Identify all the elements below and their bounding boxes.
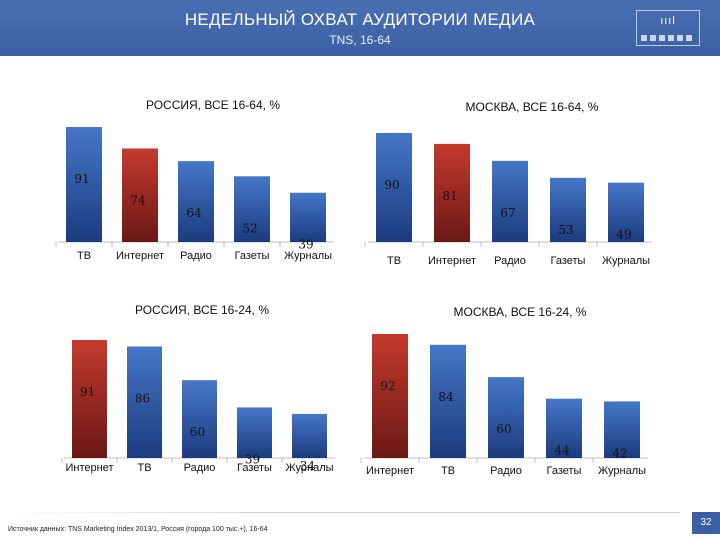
data-label: 84 [438, 390, 454, 404]
data-label: 39 [298, 238, 313, 252]
bar [237, 407, 272, 458]
data-label: 42 [612, 446, 627, 460]
bar [66, 127, 102, 242]
data-label: 53 [558, 223, 573, 237]
bar [492, 160, 528, 242]
bar [434, 143, 470, 242]
page-number: 32 [692, 512, 720, 534]
data-label: 91 [74, 172, 89, 186]
bar [376, 133, 412, 242]
tick-label: Радио [180, 250, 212, 262]
tick-label: Газеты [551, 255, 586, 267]
data-label: 34 [300, 459, 316, 473]
bar [550, 177, 586, 242]
charts-area: РОССИЯ, ВСЕ 16-64, % 91 ТВ 74 Интернет 64 Ради… [55, 98, 652, 477]
data-label: 60 [190, 425, 205, 439]
tick-label: ТВ [77, 250, 91, 262]
chart-title: РОССИЯ, ВСЕ 16-24, % [135, 303, 269, 317]
data-label: 52 [242, 221, 257, 235]
tick-label: ТВ [137, 462, 151, 474]
bar [372, 334, 408, 458]
logo-mark: ıııl [660, 15, 676, 27]
data-label: 39 [245, 452, 260, 466]
tick-label: Журналы [598, 465, 646, 477]
tick-label: Интернет [428, 255, 476, 267]
chart-title: МОСКВА, ВСЕ 16-64, % [466, 100, 599, 114]
data-label: 92 [380, 379, 395, 393]
data-label: 64 [186, 206, 202, 220]
tick-label: Журналы [285, 462, 333, 474]
data-label: 44 [554, 444, 570, 458]
bar [488, 377, 524, 458]
bar [430, 344, 466, 458]
logo-stripes [641, 35, 695, 41]
bar [292, 413, 327, 458]
tick-label: Газеты [235, 250, 270, 262]
tick-label: Газеты [237, 462, 272, 474]
tick-label: Радио [494, 255, 526, 267]
bar [122, 148, 158, 242]
bar [290, 192, 326, 242]
data-label: 74 [130, 193, 146, 207]
bar [72, 340, 107, 458]
tick-label: Интернет [116, 250, 164, 262]
tick-label: Журналы [284, 250, 332, 262]
data-label: 90 [384, 178, 399, 192]
header: НЕДЕЛЬНЫЙ ОХВАТ АУДИТОРИИ МЕДИА TNS, 16-… [0, 0, 720, 56]
tick-label: Интернет [366, 465, 414, 477]
data-label: 60 [496, 422, 511, 436]
chart-title: РОССИЯ, ВСЕ 16-64, % [146, 98, 280, 112]
footer-divider [0, 512, 680, 513]
bar [546, 398, 582, 458]
page-title: НЕДЕЛЬНЫЙ ОХВАТ АУДИТОРИИ МЕДИА [184, 10, 536, 29]
tick-label: Радио [184, 462, 216, 474]
data-label: 81 [442, 189, 457, 203]
tick-label: Интернет [66, 462, 114, 474]
data-label: 91 [80, 385, 95, 399]
bar [182, 380, 217, 458]
bar [234, 176, 270, 242]
tick-label: Радио [490, 465, 522, 477]
chart-title: МОСКВА, ВСЕ 16-24, % [454, 305, 587, 319]
tick-label: Газеты [547, 465, 582, 477]
source-note: Источник данных: TNS Marketing Index 201… [8, 526, 268, 533]
page-subtitle: TNS, 16-64 [329, 33, 391, 47]
bar [604, 401, 640, 458]
bar [127, 346, 162, 458]
bar [608, 182, 644, 242]
tick-label: Журналы [602, 255, 650, 267]
tick-label: ТВ [441, 465, 455, 477]
logo: ıııl [636, 10, 700, 46]
data-label: 67 [500, 206, 515, 220]
bar [178, 161, 214, 242]
data-label: 49 [616, 228, 631, 242]
tick-label: ТВ [387, 255, 401, 267]
data-label: 86 [135, 391, 150, 405]
